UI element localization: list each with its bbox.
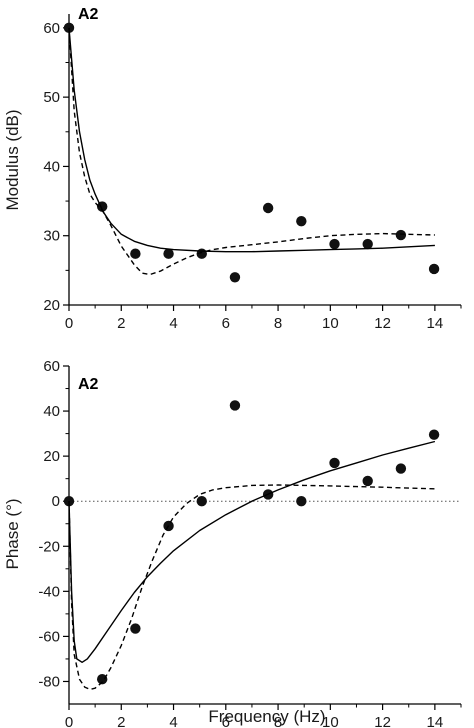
- data-point: [395, 229, 407, 241]
- y-tick-label: 50: [43, 89, 60, 106]
- data-point: [296, 215, 307, 227]
- y-tick-label: -80: [38, 673, 60, 690]
- data-point: [130, 623, 141, 634]
- x-tick-label: 6: [222, 714, 230, 728]
- x-tick-label: 8: [274, 315, 282, 332]
- data-point: [329, 238, 340, 250]
- y-tick-label: 60: [43, 358, 60, 375]
- y-axis-title: Phase (°): [3, 498, 22, 569]
- data-point: [428, 429, 440, 440]
- y-tick-label: 0: [52, 493, 60, 510]
- x-axis-title: Frequency (Hz): [208, 707, 325, 726]
- data-point: [262, 202, 274, 214]
- fit-curve-solid: [68, 440, 436, 663]
- fit-curve-dashed: [68, 27, 435, 276]
- fit-curve-dashed: [68, 484, 435, 691]
- x-tick-label: 14: [427, 315, 444, 332]
- x-tick-label: 10: [322, 315, 339, 332]
- data-point: [229, 272, 241, 283]
- x-tick-label: 12: [374, 714, 391, 728]
- x-tick-label: 2: [117, 315, 125, 332]
- x-tick-label: 8: [274, 714, 282, 728]
- y-tick-label: 40: [43, 158, 60, 175]
- data-point: [428, 263, 440, 275]
- data-point: [362, 475, 373, 487]
- y-tick-label: 20: [43, 297, 60, 314]
- data-point: [362, 238, 373, 250]
- x-tick-label: 4: [169, 315, 177, 332]
- y-tick-label: 40: [43, 403, 60, 420]
- y-tick-label: -40: [38, 583, 60, 600]
- data-point: [329, 457, 340, 469]
- x-tick-label: 10: [322, 714, 339, 728]
- data-point: [196, 496, 207, 507]
- data-point: [395, 463, 407, 474]
- data-point: [229, 400, 241, 411]
- data-point: [130, 248, 141, 259]
- x-tick-label: 4: [169, 714, 177, 728]
- x-tick-label: 12: [374, 315, 391, 332]
- data-point: [163, 248, 174, 259]
- fit-curve-solid: [68, 27, 435, 253]
- y-tick-label: 60: [43, 20, 60, 37]
- x-tick-label: 14: [427, 714, 444, 728]
- data-point: [63, 22, 75, 34]
- y-axis-title: Modulus (dB): [3, 109, 22, 210]
- y-tick-label: 30: [43, 228, 60, 245]
- y-tick-label: -20: [38, 538, 60, 555]
- x-tick-label: 2: [117, 714, 125, 728]
- x-tick-label: 6: [222, 315, 230, 332]
- x-tick-label: 0: [65, 714, 73, 728]
- x-tick-label: 0: [65, 315, 73, 332]
- y-tick-label: -60: [38, 628, 60, 645]
- y-tick-label: 20: [43, 448, 60, 465]
- data-point: [296, 496, 307, 507]
- panel-label: A2: [78, 376, 99, 393]
- data-point: [96, 674, 108, 685]
- panel-label: A2: [78, 6, 99, 23]
